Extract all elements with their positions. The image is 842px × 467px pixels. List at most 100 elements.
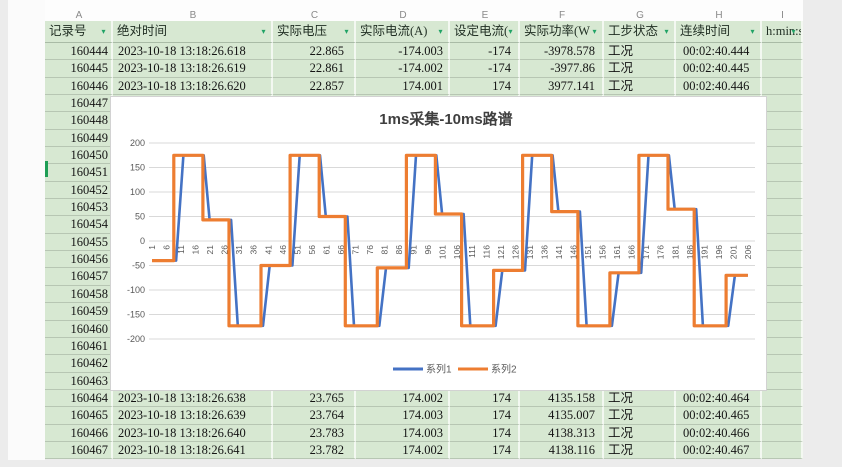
column-header-abs_time[interactable]: 绝对时间 ▾	[113, 21, 273, 43]
cell-record[interactable]: 160465	[45, 407, 113, 425]
cell-power[interactable]: 4138.116	[520, 441, 604, 460]
cell-step_state[interactable]: 工况	[604, 60, 676, 78]
cell-duration_unit[interactable]	[762, 60, 803, 78]
cell-duration_unit[interactable]	[762, 389, 803, 408]
cell-power[interactable]: 3977.141	[520, 77, 604, 96]
cell-duration[interactable]: 00:02:40.467	[676, 441, 762, 460]
filter-dropdown-icon[interactable]: ▾	[101, 27, 106, 36]
cell-record[interactable]: 160464	[45, 389, 113, 408]
cell-power[interactable]: -3978.578	[520, 43, 604, 61]
cell-duration_unit[interactable]	[762, 251, 803, 269]
cell-set_current[interactable]: 174	[450, 407, 520, 425]
cell-voltage[interactable]: 22.861	[273, 60, 356, 78]
column-letter-H[interactable]: H	[715, 10, 723, 21]
cell-power[interactable]: -3977.86	[520, 60, 604, 78]
cell-record[interactable]: 160457	[45, 268, 113, 286]
legend-item-2[interactable]: 系列2	[458, 363, 517, 376]
cell-duration_unit[interactable]	[762, 407, 803, 425]
cell-current[interactable]: 174.002	[356, 441, 450, 460]
cell-duration_unit[interactable]	[762, 199, 803, 217]
cell-duration_unit[interactable]	[762, 129, 803, 148]
cell-power[interactable]: 4135.158	[520, 389, 604, 408]
cell-duration_unit[interactable]	[762, 164, 803, 182]
chart-legend[interactable]: 系列1 系列2	[393, 363, 517, 376]
cell-step_state[interactable]: 工况	[604, 441, 676, 460]
cell-duration_unit[interactable]	[762, 337, 803, 356]
cell-voltage[interactable]: 23.782	[273, 441, 356, 460]
column-header-power[interactable]: 实际功率(W ▾	[520, 21, 604, 43]
column-letter-F[interactable]: F	[558, 10, 566, 21]
cell-set_current[interactable]: 174	[450, 77, 520, 96]
cell-duration[interactable]: 00:02:40.445	[676, 60, 762, 78]
cell-abs_time[interactable]: 2023-10-18 13:18:26.639	[113, 407, 273, 425]
cell-abs_time[interactable]: 2023-10-18 13:18:26.620	[113, 77, 273, 96]
cell-duration_unit[interactable]	[762, 43, 803, 61]
cell-step_state[interactable]: 工况	[604, 389, 676, 408]
cell-abs_time[interactable]: 2023-10-18 13:18:26.618	[113, 43, 273, 61]
cell-record[interactable]: 160448	[45, 112, 113, 130]
cell-record[interactable]: 160462	[45, 355, 113, 373]
cell-duration[interactable]: 00:02:40.466	[676, 424, 762, 442]
cell-step_state[interactable]: 工况	[604, 43, 676, 61]
cell-current[interactable]: -174.003	[356, 43, 450, 61]
cell-duration[interactable]: 00:02:40.465	[676, 407, 762, 425]
cell-duration_unit[interactable]	[762, 147, 803, 165]
cell-duration_unit[interactable]	[762, 355, 803, 373]
cell-voltage[interactable]: 22.865	[273, 43, 356, 61]
cell-duration[interactable]: 00:02:40.464	[676, 389, 762, 408]
cell-record[interactable]: 160467	[45, 441, 113, 460]
column-letter-A[interactable]: A	[75, 10, 83, 21]
cell-duration_unit[interactable]	[762, 372, 803, 390]
cell-power[interactable]: 4138.313	[520, 424, 604, 442]
cell-record[interactable]: 160466	[45, 424, 113, 442]
cell-voltage[interactable]: 23.765	[273, 389, 356, 408]
cell-voltage[interactable]: 22.857	[273, 77, 356, 96]
cell-duration_unit[interactable]	[762, 95, 803, 113]
cell-set_current[interactable]: 174	[450, 389, 520, 408]
cell-record[interactable]: 160458	[45, 285, 113, 304]
cell-record[interactable]: 160463	[45, 372, 113, 390]
filter-dropdown-icon[interactable]: ▾	[664, 27, 669, 36]
cell-abs_time[interactable]: 2023-10-18 13:18:26.619	[113, 60, 273, 78]
column-header-record[interactable]: 记录号 ▾	[45, 21, 113, 43]
cell-current[interactable]: 174.002	[356, 389, 450, 408]
cell-step_state[interactable]: 工况	[604, 424, 676, 442]
cell-duration_unit[interactable]	[762, 181, 803, 200]
cell-record[interactable]: 160455	[45, 233, 113, 252]
cell-current[interactable]: -174.002	[356, 60, 450, 78]
cell-duration_unit[interactable]	[762, 233, 803, 252]
cell-current[interactable]: 174.001	[356, 77, 450, 96]
cell-duration_unit[interactable]	[762, 424, 803, 442]
cell-duration_unit[interactable]	[762, 216, 803, 234]
cell-set_current[interactable]: -174	[450, 43, 520, 61]
cell-duration[interactable]: 00:02:40.446	[676, 77, 762, 96]
cell-record[interactable]: 160445	[45, 60, 113, 78]
cell-record[interactable]: 160460	[45, 320, 113, 338]
cell-record[interactable]: 160454	[45, 216, 113, 234]
cell-voltage[interactable]: 23.764	[273, 407, 356, 425]
legend-item-1[interactable]: 系列1	[393, 363, 452, 376]
cell-record[interactable]: 160449	[45, 129, 113, 148]
filter-dropdown-icon[interactable]: ▾	[261, 27, 266, 36]
filter-dropdown-icon[interactable]: ▾	[438, 27, 443, 36]
cell-record[interactable]: 160452	[45, 181, 113, 200]
column-letter-C[interactable]: C	[310, 10, 319, 21]
cell-abs_time[interactable]: 2023-10-18 13:18:26.641	[113, 441, 273, 460]
cell-record[interactable]: 160456	[45, 251, 113, 269]
cell-power[interactable]: 4135.007	[520, 407, 604, 425]
cell-record[interactable]: 160459	[45, 303, 113, 321]
column-header-duration[interactable]: 连续时间 ▾	[676, 21, 762, 43]
cell-abs_time[interactable]: 2023-10-18 13:18:26.638	[113, 389, 273, 408]
cell-record[interactable]: 160447	[45, 95, 113, 113]
cell-duration_unit[interactable]	[762, 441, 803, 460]
cell-record[interactable]: 160461	[45, 337, 113, 356]
column-header-voltage[interactable]: 实际电压 ▾	[273, 21, 356, 43]
cell-duration_unit[interactable]	[762, 268, 803, 286]
column-letter-I[interactable]: I	[781, 10, 784, 21]
column-letter-B[interactable]: B	[189, 10, 197, 21]
filter-dropdown-icon[interactable]: ▾	[508, 27, 513, 36]
cell-set_current[interactable]: 174	[450, 424, 520, 442]
column-header-current[interactable]: 实际电流(A) ▾	[356, 21, 450, 43]
cell-record[interactable]: 160450	[45, 147, 113, 165]
column-header-duration_unit[interactable]: h:min:s.m▾	[762, 21, 803, 43]
